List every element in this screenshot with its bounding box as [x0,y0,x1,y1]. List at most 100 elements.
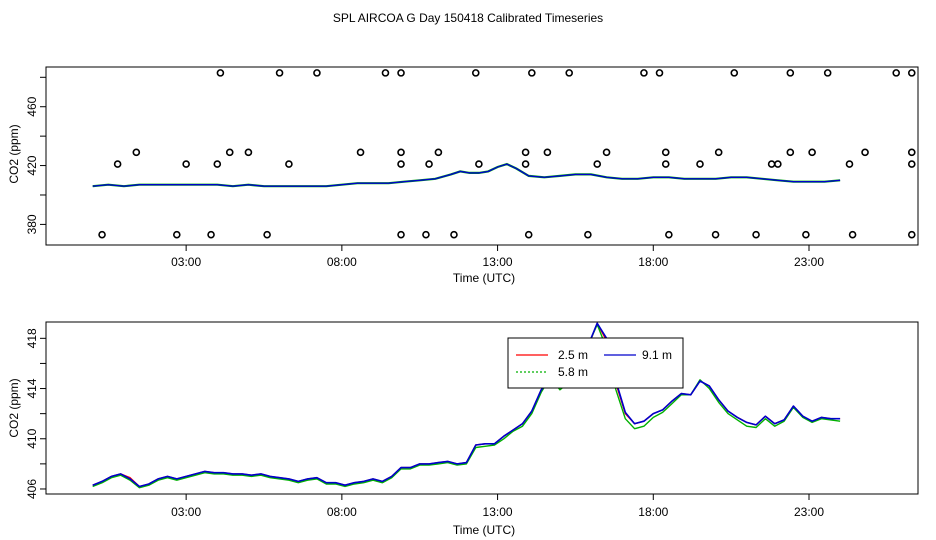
scatter-point [422,230,430,239]
bottom-x-tick-label: 18:00 [638,505,668,519]
scatter-point [207,230,215,239]
top-scatter-points [98,69,916,239]
scatter-point [471,69,480,77]
bottom-series-lines [92,322,841,489]
scatter-point [397,160,405,168]
scatter-point [730,69,739,77]
scatter-point [213,160,222,168]
scatter-point [528,69,536,77]
scatter-point [907,230,916,239]
scatter-point [216,69,225,77]
top-x-axis-label: Time (UTC) [453,271,515,285]
top-x-tick-label: 13:00 [483,255,513,269]
top-y-axis-label: CO2 (ppm) [7,124,21,183]
top-panel: 03:00 08:00 13:00 18:00 23:00 380 420 460 Time… [7,66,919,285]
scatter-point [786,69,795,77]
legend-box [507,337,684,389]
scatter-point [907,148,916,157]
scatter-point [434,148,443,157]
scatter-point [661,160,670,168]
top-series-line-blue [92,163,841,187]
scatter-point [397,230,405,239]
bottom-x-tick-label: 08:00 [327,505,357,519]
top-x-tick-label: 18:00 [638,255,668,269]
top-series-line-green [92,162,841,188]
top-x-axis: 03:00 08:00 13:00 18:00 23:00 [171,245,824,269]
scatter-point [98,230,106,239]
scatter-point [661,148,670,157]
top-x-tick-label: 03:00 [171,255,201,269]
legend-label-5-8m: 5.8 m [558,365,588,379]
bottom-y-axis-label: CO2 (ppm) [7,378,21,437]
scatter-point [113,160,122,168]
scatter-point [907,160,916,168]
bottom-x-tick-label: 03:00 [171,505,201,519]
top-x-tick-label: 23:00 [794,255,824,269]
scatter-point [752,230,760,239]
scatter-point [602,148,611,157]
scatter-point [696,160,704,168]
scatter-point [182,160,190,168]
top-series-lines [92,162,841,188]
bottom-y-tick-label: 418 [25,328,39,348]
scatter-point [397,148,405,157]
legend-label-2-5m: 2.5 m [558,348,588,362]
scatter-point [543,148,552,157]
scatter-point [356,148,365,157]
scatter-point [767,160,776,168]
top-plot-frame [45,66,919,246]
bottom-y-axis: 406 410 414 418 [25,328,46,499]
scatter-point [450,230,458,239]
scatter-point [848,230,857,239]
bottom-x-axis: 03:00 08:00 13:00 18:00 23:00 [171,494,824,519]
scatter-point [802,230,810,239]
scatter-point [565,69,574,77]
bottom-x-tick-label: 23:00 [794,505,824,519]
bottom-plot-frame [45,321,919,495]
top-x-tick-label: 08:00 [327,255,357,269]
scatter-point [475,160,483,168]
bottom-y-tick-label: 410 [25,428,39,448]
top-y-tick-label: 380 [25,214,39,234]
scatter-point [823,69,832,77]
scatter-point [892,69,901,77]
scatter-point [786,148,795,157]
scatter-point [714,148,723,157]
scatter-point [593,160,602,168]
scatter-point [640,69,648,77]
scatter-point [521,160,530,168]
scatter-point [285,160,293,168]
scatter-point [263,230,271,239]
legend-label-9-1m: 9.1 m [642,348,672,362]
bottom-y-tick-label: 414 [25,378,39,398]
chart-title: SPL AIRCOA G Day 150418 Calibrated Times… [333,11,603,25]
scatter-point [655,69,664,77]
scatter-point [524,230,533,239]
series-line-9-1m [92,322,841,488]
scatter-point [397,69,405,77]
top-y-axis: 380 420 460 [25,76,46,234]
series-line-5-8m [92,323,841,489]
scatter-point [275,69,284,77]
scatter-point [711,230,720,239]
scatter-point [584,230,592,239]
bottom-y-tick-label: 406 [25,479,39,499]
scatter-point [665,230,673,239]
scatter-point [861,148,869,157]
scatter-point [907,69,916,77]
scatter-point [225,148,234,157]
scatter-point [774,160,782,168]
scatter-point [521,148,530,157]
scatter-point [381,69,390,77]
top-y-tick-label: 420 [25,155,39,175]
scatter-point [845,160,854,168]
scatter-point [808,148,816,157]
scatter-point [173,230,181,239]
scatter-point [313,69,321,77]
bottom-x-axis-label: Time (UTC) [453,523,515,537]
top-y-tick-label: 460 [25,96,39,116]
bottom-x-tick-label: 13:00 [483,505,513,519]
scatter-point [132,148,141,157]
scatter-point [244,148,253,157]
